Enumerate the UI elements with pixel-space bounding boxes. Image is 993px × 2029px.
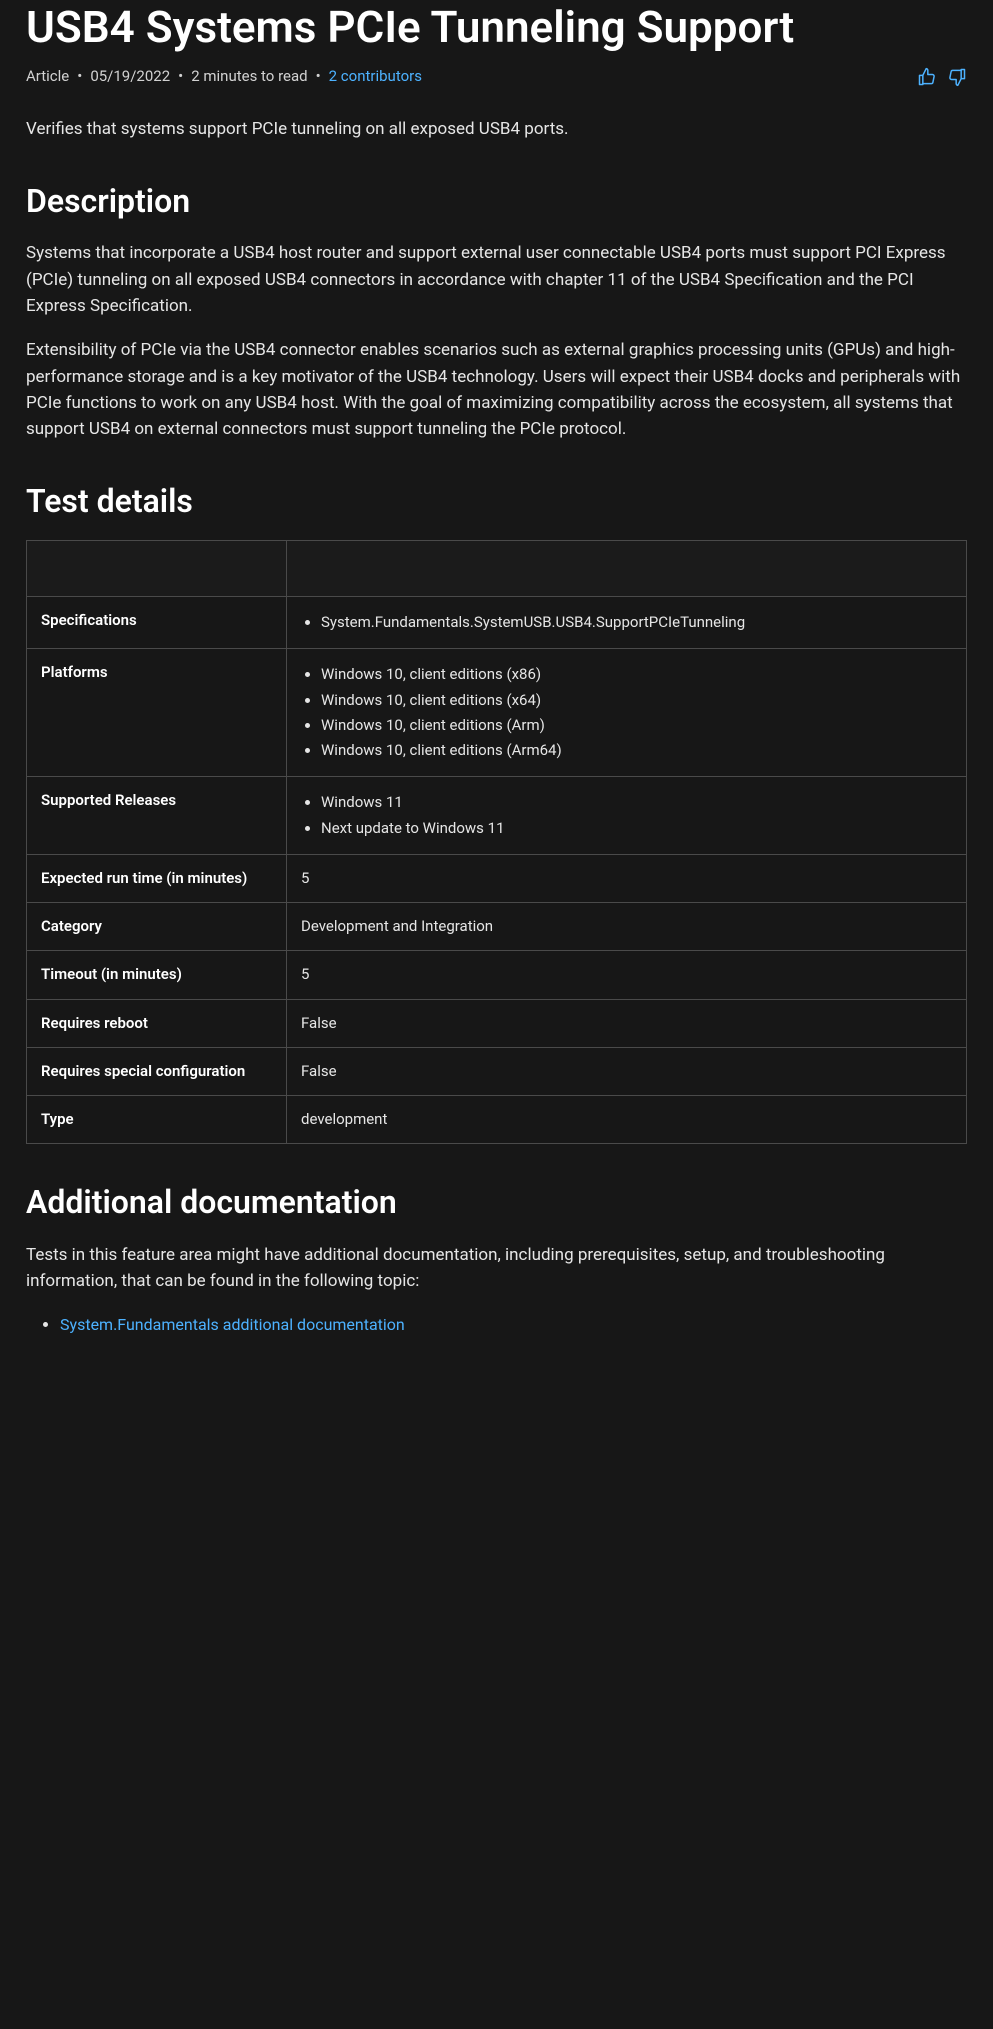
intro-text: Verifies that systems support PCIe tunne…	[26, 116, 967, 142]
table-row: Typedevelopment	[27, 1096, 967, 1144]
list-item: Windows 10, client editions (Arm)	[321, 714, 952, 737]
table-label: Timeout (in minutes)	[27, 951, 287, 999]
article-meta: Article • 05/19/2022 • 2 minutes to read…	[26, 65, 967, 88]
table-row: Requires rebootFalse	[27, 999, 967, 1047]
additional-docs-list: System.Fundamentals additional documenta…	[60, 1313, 967, 1338]
table-value: System.Fundamentals.SystemUSB.USB4.Suppo…	[287, 597, 967, 649]
table-row: Requires special configurationFalse	[27, 1047, 967, 1095]
table-row: Specifications System.Fundamentals.System…	[27, 597, 967, 649]
table-row: Timeout (in minutes)5	[27, 951, 967, 999]
list-item: Windows 10, client editions (x64)	[321, 689, 952, 712]
description-p1: Systems that incorporate a USB4 host rou…	[26, 240, 967, 319]
meta-date: 05/19/2022	[90, 65, 170, 88]
list-item: Next update to Windows 11	[321, 817, 952, 840]
meta-readtime: 2 minutes to read	[191, 65, 307, 88]
thumbs-down-icon[interactable]	[947, 67, 967, 87]
table-label: Specifications	[27, 597, 287, 649]
table-row: Expected run time (in minutes)5	[27, 854, 967, 902]
table-row: Supported Releases Windows 11 Next update …	[27, 777, 967, 855]
table-label: Requires reboot	[27, 999, 287, 1047]
meta-type: Article	[26, 65, 69, 88]
list-item: Windows 10, client editions (Arm64)	[321, 739, 952, 762]
list-item: System.Fundamentals.SystemUSB.USB4.Suppo…	[321, 611, 952, 634]
meta-separator: •	[77, 65, 82, 88]
table-value: False	[287, 1047, 967, 1095]
table-row: CategoryDevelopment and Integration	[27, 903, 967, 951]
table-value: False	[287, 999, 967, 1047]
list-item: Windows 10, client editions (x86)	[321, 663, 952, 686]
doc-link[interactable]: System.Fundamentals additional documenta…	[60, 1315, 405, 1334]
heading-additional-docs: Additional documentation	[26, 1178, 967, 1228]
contributors-link[interactable]: 2 contributors	[329, 65, 422, 88]
thumbs-up-icon[interactable]	[917, 67, 937, 87]
table-value: Windows 10, client editions (x86) Windows…	[287, 649, 967, 777]
list-item: System.Fundamentals additional documenta…	[60, 1313, 967, 1338]
table-label: Expected run time (in minutes)	[27, 854, 287, 902]
test-details-table: Specifications System.Fundamentals.System…	[26, 540, 967, 1144]
table-label: Type	[27, 1096, 287, 1144]
heading-description: Description	[26, 177, 967, 227]
page-title: USB4 Systems PCIe Tunneling Support	[26, 0, 967, 55]
table-label: Category	[27, 903, 287, 951]
table-value: Windows 11 Next update to Windows 11	[287, 777, 967, 855]
table-value: Development and Integration	[287, 903, 967, 951]
table-label: Supported Releases	[27, 777, 287, 855]
table-label: Platforms	[27, 649, 287, 777]
meta-separator: •	[316, 65, 321, 88]
table-row: PlatformsWindows 10, client editions (x8…	[27, 649, 967, 777]
heading-test-details: Test details	[26, 477, 967, 527]
table-value: 5	[287, 854, 967, 902]
table-value: development	[287, 1096, 967, 1144]
table-label: Requires special configuration	[27, 1047, 287, 1095]
list-item: Windows 11	[321, 791, 952, 814]
additional-docs-text: Tests in this feature area might have ad…	[26, 1242, 967, 1295]
meta-separator: •	[178, 65, 183, 88]
table-value: 5	[287, 951, 967, 999]
description-p2: Extensibility of PCIe via the USB4 conne…	[26, 337, 967, 442]
